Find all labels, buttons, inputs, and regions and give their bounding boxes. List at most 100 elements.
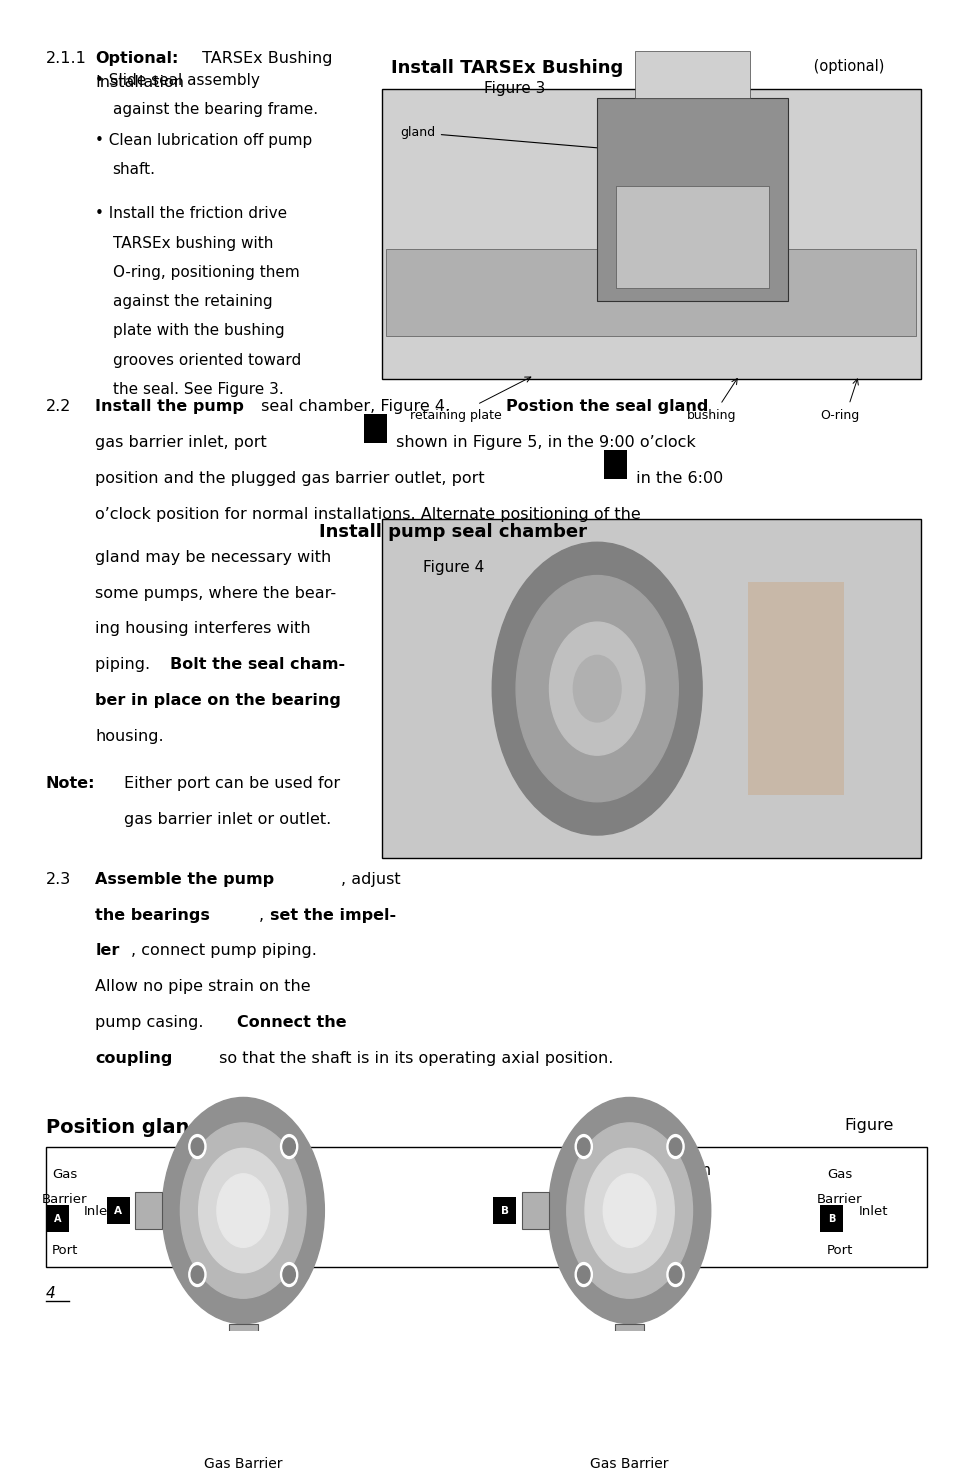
Text: B: B	[827, 1214, 835, 1224]
Text: A: A	[625, 1446, 633, 1456]
Text: 2.3: 2.3	[46, 872, 71, 886]
Text: o’clock position for normal installations. Alternate positioning of the: o’clock position for normal installation…	[95, 507, 640, 522]
Ellipse shape	[549, 622, 644, 755]
Text: Bolt the seal cham-: Bolt the seal cham-	[170, 658, 345, 673]
Text: ,: ,	[258, 907, 269, 922]
Text: O-ring, positioning them: O-ring, positioning them	[112, 266, 299, 280]
Text: Port: Port	[825, 1243, 852, 1257]
Text: Port: Port	[51, 1243, 78, 1257]
Text: Installation: Installation	[95, 75, 184, 90]
Text: coupling: coupling	[95, 1052, 172, 1066]
Ellipse shape	[189, 1134, 206, 1158]
Text: the seal. See Figure 3.: the seal. See Figure 3.	[112, 382, 283, 397]
Ellipse shape	[669, 1266, 681, 1283]
Text: Install TARSEx Bushing: Install TARSEx Bushing	[391, 59, 622, 77]
Ellipse shape	[666, 1134, 683, 1158]
FancyBboxPatch shape	[603, 450, 626, 479]
Text: housing.: housing.	[95, 729, 164, 745]
Text: bushing: bushing	[686, 409, 736, 422]
Ellipse shape	[492, 543, 701, 835]
Text: Barrier: Barrier	[42, 1193, 88, 1207]
Text: • Clean lubrication off pump: • Clean lubrication off pump	[95, 133, 313, 148]
Ellipse shape	[191, 1137, 203, 1155]
Ellipse shape	[575, 1263, 592, 1286]
Text: Normal Installation: Normal Installation	[173, 1164, 313, 1179]
Ellipse shape	[162, 1097, 324, 1323]
Text: O-ring: O-ring	[820, 409, 859, 422]
Ellipse shape	[573, 655, 620, 721]
FancyBboxPatch shape	[364, 414, 387, 442]
FancyBboxPatch shape	[820, 1205, 842, 1232]
Ellipse shape	[516, 575, 678, 802]
Text: , adjust: , adjust	[340, 872, 399, 886]
Text: Note:: Note:	[46, 776, 95, 791]
Text: shown in Figure 5, in the 9:00 o’clock: shown in Figure 5, in the 9:00 o’clock	[391, 435, 695, 450]
Ellipse shape	[566, 1122, 692, 1298]
FancyBboxPatch shape	[618, 1437, 640, 1463]
Text: Figure 3: Figure 3	[484, 81, 545, 96]
Ellipse shape	[216, 1174, 270, 1248]
Text: 2.2: 2.2	[46, 400, 71, 414]
Text: • Install the friction drive: • Install the friction drive	[95, 207, 287, 221]
Ellipse shape	[666, 1263, 683, 1286]
FancyBboxPatch shape	[493, 1198, 516, 1224]
FancyBboxPatch shape	[46, 1205, 69, 1232]
Text: B: B	[500, 1205, 508, 1215]
Text: ler: ler	[95, 944, 120, 959]
FancyBboxPatch shape	[747, 583, 842, 795]
FancyBboxPatch shape	[597, 97, 787, 301]
Text: 2.1.1: 2.1.1	[46, 50, 87, 65]
Text: position and the plugged gas barrier outlet, port: position and the plugged gas barrier out…	[95, 471, 490, 487]
Text: Either port can be used for: Either port can be used for	[124, 776, 340, 791]
Text: A: A	[114, 1205, 122, 1215]
FancyBboxPatch shape	[635, 52, 749, 97]
Ellipse shape	[189, 1263, 206, 1286]
FancyBboxPatch shape	[381, 88, 920, 379]
Text: Gas Barrier: Gas Barrier	[590, 1457, 668, 1471]
Text: B: B	[239, 1446, 247, 1456]
Text: Connect the: Connect the	[236, 1015, 346, 1031]
Ellipse shape	[584, 1149, 674, 1273]
Ellipse shape	[669, 1137, 681, 1155]
Text: Optional:: Optional:	[95, 50, 178, 65]
Text: Inlet: Inlet	[84, 1205, 113, 1218]
Text: TARSEx Bushing: TARSEx Bushing	[197, 50, 333, 65]
FancyBboxPatch shape	[232, 1437, 254, 1463]
Text: grooves oriented toward: grooves oriented toward	[112, 353, 300, 367]
Text: gland: gland	[400, 127, 602, 150]
Ellipse shape	[577, 1266, 589, 1283]
Text: 4: 4	[46, 1286, 55, 1301]
Ellipse shape	[283, 1266, 295, 1283]
Text: Assemble the pump: Assemble the pump	[95, 872, 274, 886]
Ellipse shape	[280, 1263, 297, 1286]
FancyBboxPatch shape	[616, 186, 768, 288]
Ellipse shape	[577, 1137, 589, 1155]
Text: B: B	[610, 457, 619, 471]
FancyBboxPatch shape	[221, 1413, 265, 1440]
Text: Gas: Gas	[826, 1168, 851, 1181]
FancyBboxPatch shape	[107, 1198, 130, 1224]
Text: Postion the seal gland: Postion the seal gland	[505, 400, 707, 414]
Text: some pumps, where the bear-: some pumps, where the bear-	[95, 586, 336, 600]
Ellipse shape	[191, 1266, 203, 1283]
Text: ing housing interferes with: ing housing interferes with	[95, 621, 311, 636]
Ellipse shape	[575, 1134, 592, 1158]
FancyBboxPatch shape	[46, 1148, 926, 1267]
Text: Alternate Installation: Alternate Installation	[557, 1164, 711, 1179]
Text: against the retaining: against the retaining	[112, 294, 272, 310]
Text: Install pump seal chamber: Install pump seal chamber	[319, 524, 586, 541]
Text: retaining plate: retaining plate	[410, 409, 501, 422]
Text: Position gland inlet: Position gland inlet	[46, 1118, 259, 1137]
FancyBboxPatch shape	[381, 519, 920, 858]
Text: pump casing.: pump casing.	[95, 1015, 209, 1031]
Ellipse shape	[280, 1134, 297, 1158]
Text: Figure 4: Figure 4	[422, 560, 483, 575]
FancyBboxPatch shape	[615, 1323, 643, 1357]
Ellipse shape	[283, 1137, 295, 1155]
Text: gas barrier inlet or outlet.: gas barrier inlet or outlet.	[124, 811, 331, 827]
Text: A: A	[371, 422, 380, 435]
Text: against the bearing frame.: against the bearing frame.	[112, 102, 317, 118]
Text: ber in place on the bearing: ber in place on the bearing	[95, 693, 341, 708]
FancyBboxPatch shape	[229, 1323, 257, 1357]
Text: • Slide seal assembly: • Slide seal assembly	[95, 74, 260, 88]
